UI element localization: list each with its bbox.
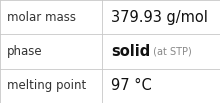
Text: 379.93 g/mol: 379.93 g/mol xyxy=(111,10,208,25)
Text: phase: phase xyxy=(7,45,42,58)
Text: (at STP): (at STP) xyxy=(150,46,192,57)
Text: melting point: melting point xyxy=(7,79,86,92)
Text: 97 °C: 97 °C xyxy=(111,78,152,93)
Text: solid: solid xyxy=(111,44,150,59)
Text: molar mass: molar mass xyxy=(7,11,76,24)
